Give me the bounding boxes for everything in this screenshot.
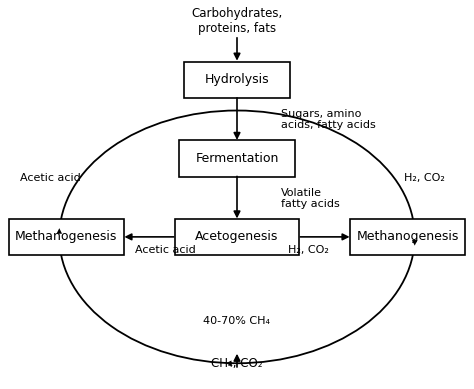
Text: Volatile
fatty acids: Volatile fatty acids [281, 188, 339, 209]
Text: Methanogenesis: Methanogenesis [15, 230, 118, 244]
Text: Sugars, amino
acids, fatty acids: Sugars, amino acids, fatty acids [281, 109, 375, 130]
Text: Acetic acid: Acetic acid [20, 173, 81, 182]
Text: H₂, CO₂: H₂, CO₂ [288, 245, 329, 254]
FancyBboxPatch shape [184, 62, 290, 98]
Text: Acetic acid: Acetic acid [135, 245, 196, 254]
Text: 40-70% CH₄: 40-70% CH₄ [203, 316, 271, 326]
Text: Acetogenesis: Acetogenesis [195, 230, 279, 244]
Text: Hydrolysis: Hydrolysis [205, 74, 269, 86]
Text: H₂, CO₂: H₂, CO₂ [403, 173, 445, 182]
Text: Carbohydrates,
proteins, fats: Carbohydrates, proteins, fats [191, 7, 283, 35]
FancyBboxPatch shape [350, 219, 465, 255]
Text: CH₄, CO₂: CH₄, CO₂ [211, 357, 263, 370]
Text: Methanogenesis: Methanogenesis [356, 230, 459, 244]
FancyBboxPatch shape [179, 140, 295, 177]
FancyBboxPatch shape [175, 219, 299, 255]
FancyBboxPatch shape [9, 219, 124, 255]
Text: Fermentation: Fermentation [195, 152, 279, 165]
